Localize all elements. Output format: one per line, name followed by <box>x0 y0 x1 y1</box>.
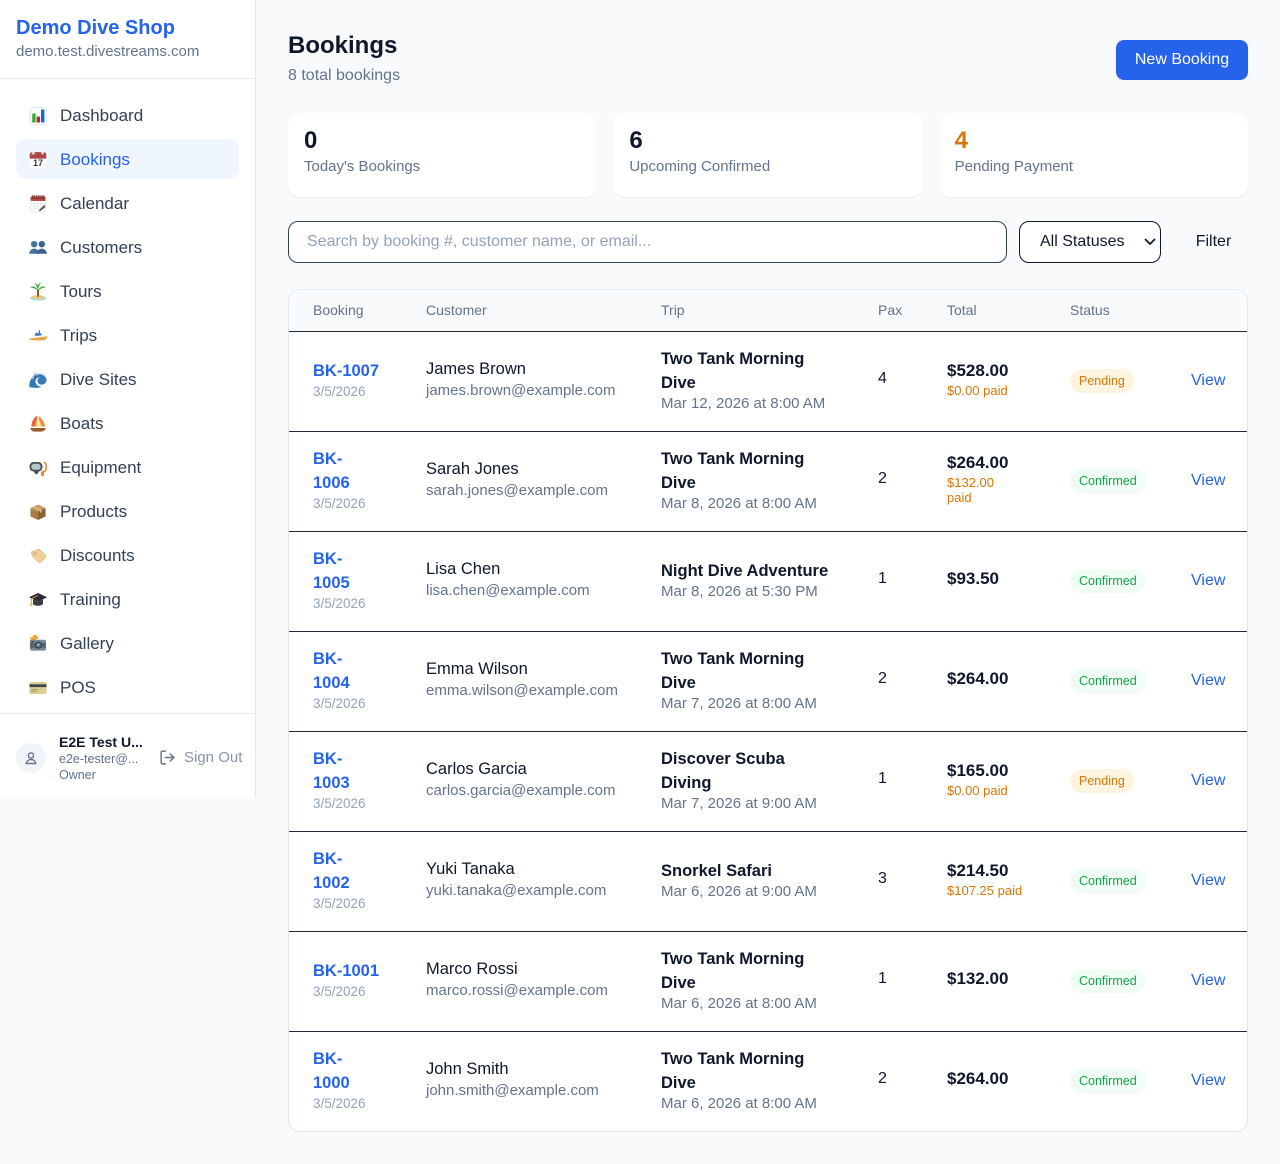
svg-text:17: 17 <box>33 158 43 168</box>
